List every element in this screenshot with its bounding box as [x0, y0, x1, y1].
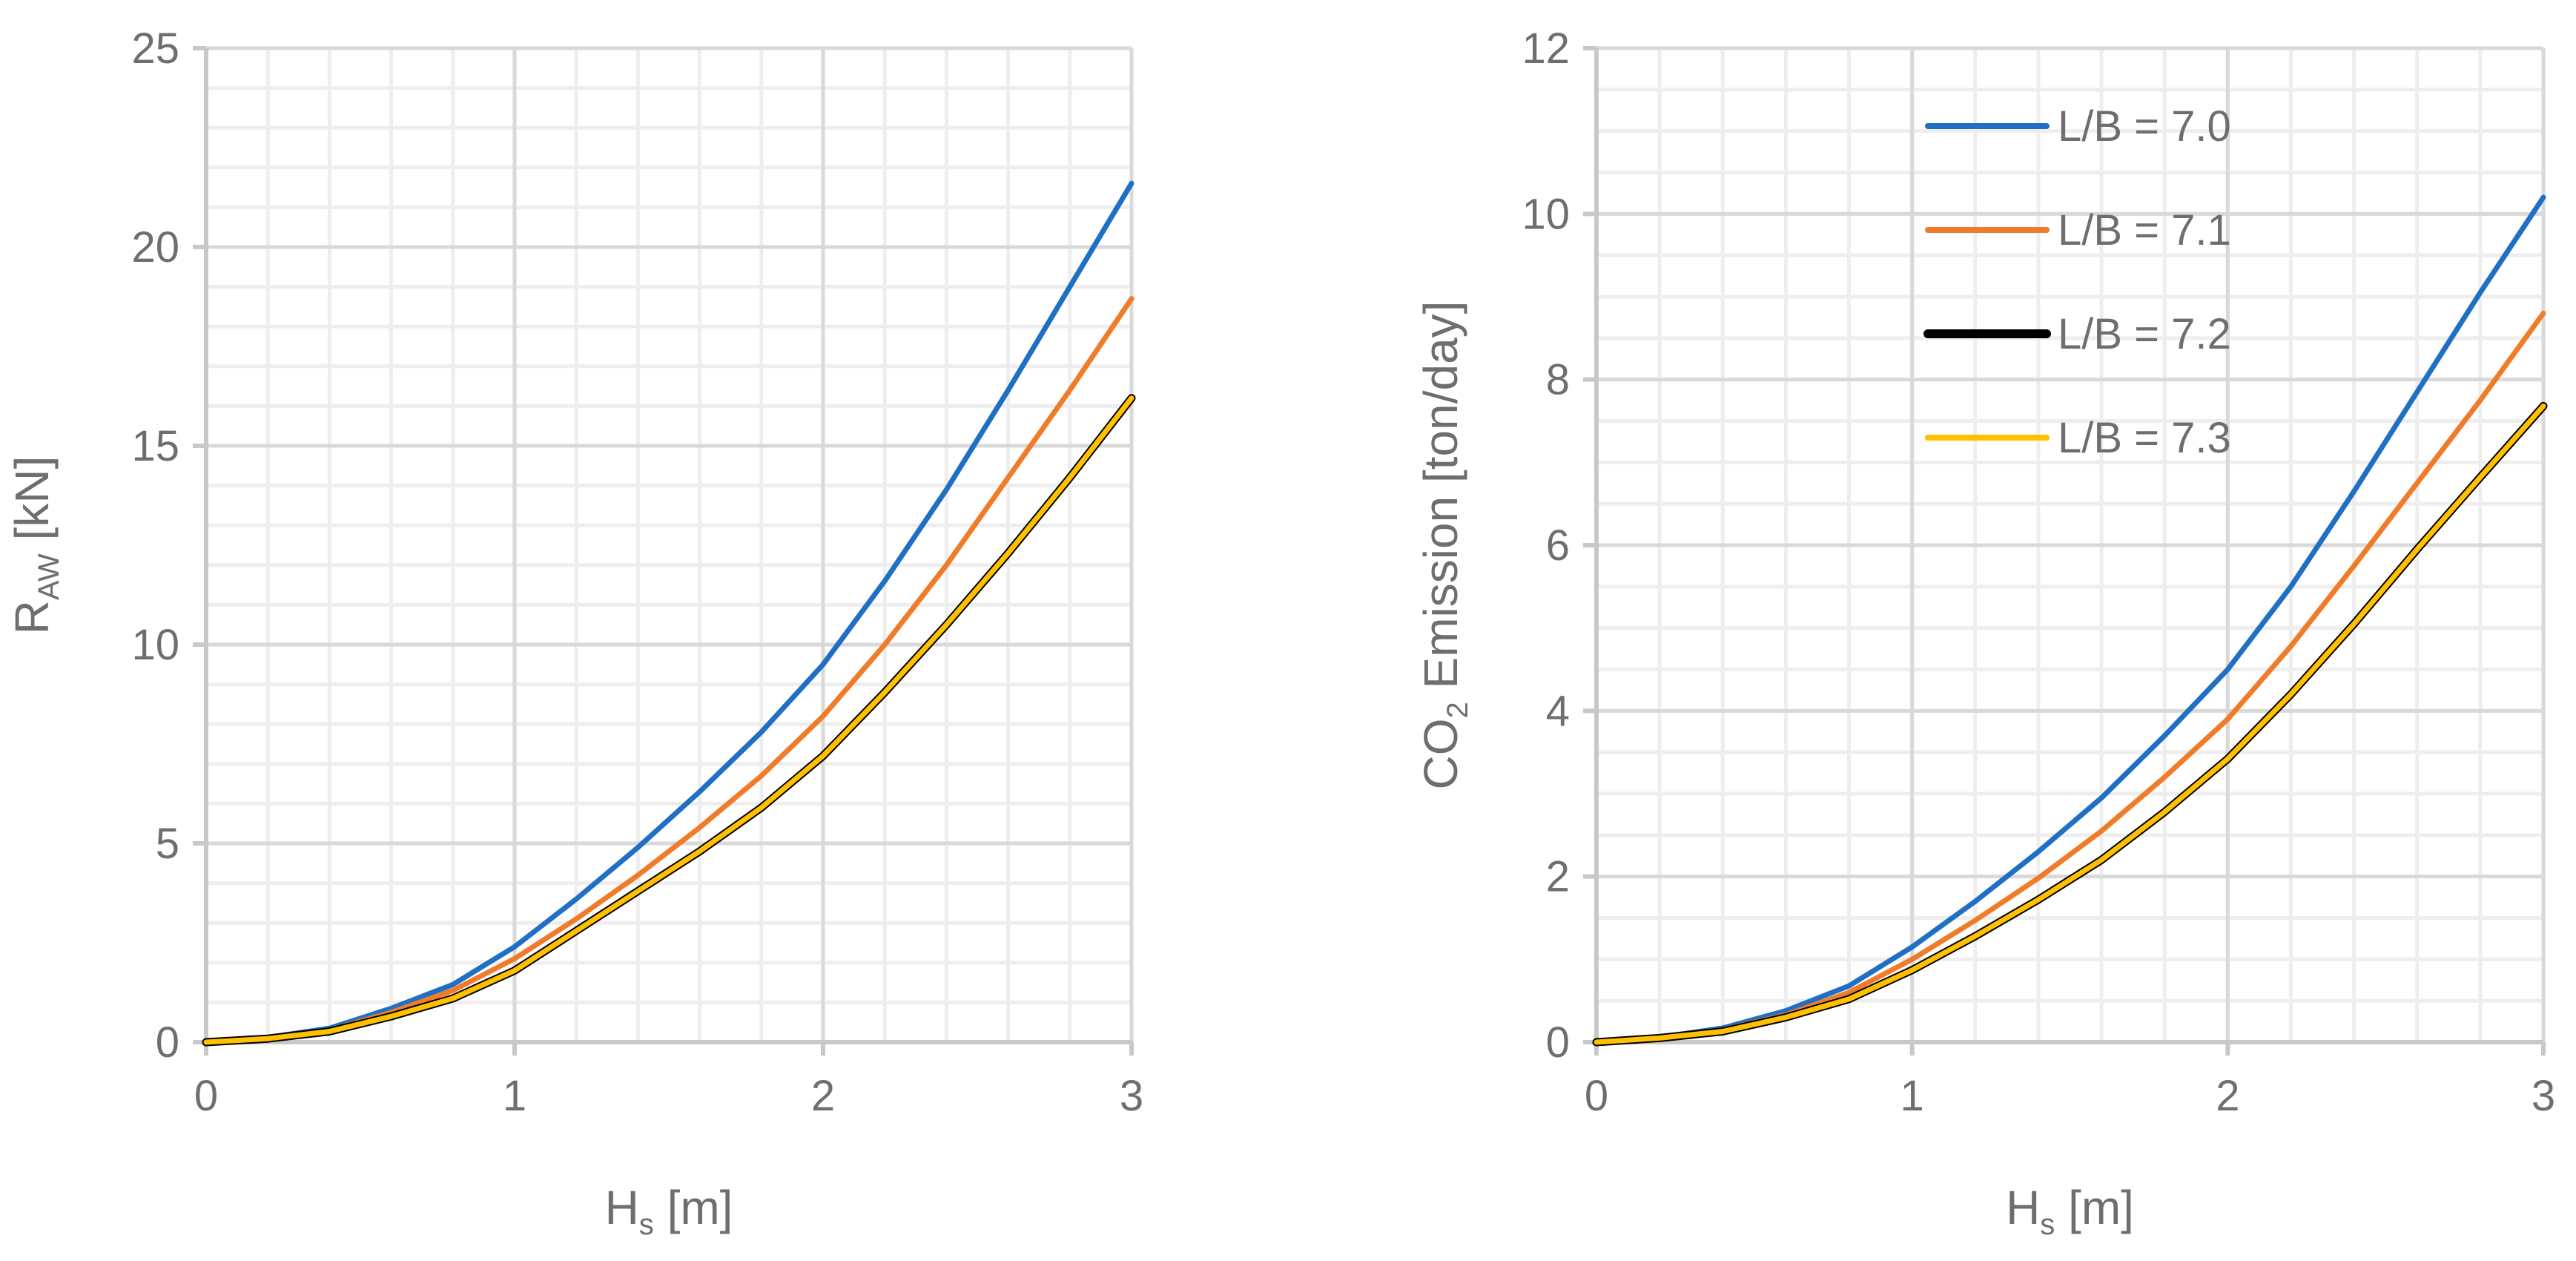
series-line-l-b-7-0 [1594, 194, 2546, 1045]
x-axis-label: Hs [m] [2006, 1181, 2134, 1241]
series-line-l-b-7-3 [203, 395, 1135, 1045]
series-line-l-b-7-3 [1594, 403, 2546, 1045]
y-tick-label: 6 [1546, 521, 1570, 570]
x-tick-label: 3 [2532, 1072, 2555, 1120]
y-axis-label: CO2 Emission [ton/day] [1414, 301, 1474, 790]
grid [204, 46, 1134, 1044]
x-axis-label: Hs [m] [605, 1181, 733, 1241]
x-tick-label: 2 [811, 1072, 835, 1120]
y-tick-label: 8 [1546, 356, 1570, 404]
legend: L/B = 7.0 L/B = 7.1 L/B = 7.2 L/B = 7.3 [1923, 102, 2231, 462]
grid [1594, 46, 2546, 1044]
y-tick-label: 0 [156, 1018, 179, 1067]
x-tick-label: 3 [1120, 1072, 1143, 1120]
x-tick-label: 2 [2216, 1072, 2239, 1120]
legend-label: L/B = 7.3 [2058, 414, 2231, 462]
legend-label: L/B = 7.0 [2058, 102, 2231, 151]
x-tick-label: 1 [503, 1072, 526, 1120]
y-tick-label: 12 [1522, 24, 1570, 73]
y-tick-label: 15 [131, 422, 179, 470]
y-axis-label-subscript: 2 [1441, 702, 1474, 718]
x-tick-label: 1 [1900, 1072, 1924, 1120]
chart-raw-vs-hs: 0 5 10 15 20 25 0 1 2 3 Hs [m] RAW [kN] [5, 24, 1143, 1241]
x-axis-label-subscript: s [2040, 1208, 2055, 1241]
y-axis-label: RAW [kN] [5, 456, 65, 635]
y-axis-label-unit: [kN] [5, 456, 59, 554]
x-axis-label-unit: [m] [2055, 1181, 2134, 1234]
x-axis-label-unit: [m] [654, 1181, 733, 1234]
y-axis-label-subscript: AW [33, 553, 65, 600]
x-axis-label-main: H [605, 1181, 639, 1234]
y-tick-label: 4 [1546, 687, 1570, 735]
x-tick-label: 0 [194, 1072, 218, 1120]
y-axis-label-main: CO [1414, 718, 1467, 789]
x-axis-label-subscript: s [639, 1208, 654, 1241]
y-tick-label: 25 [131, 24, 179, 73]
y-tick-label: 0 [1546, 1018, 1570, 1067]
y-tick-label: 2 [1546, 853, 1570, 901]
series-line-l-b-7-0 [203, 180, 1135, 1045]
legend-label: L/B = 7.2 [2058, 310, 2231, 358]
y-tick-label: 10 [1522, 190, 1570, 238]
y-tick-label: 20 [131, 223, 179, 271]
y-tick-label: 10 [131, 621, 179, 669]
y-axis-label-main: R [5, 600, 59, 634]
legend-label: L/B = 7.1 [2058, 206, 2231, 254]
x-axis-label-main: H [2006, 1181, 2040, 1234]
y-axis-label-unit: Emission [ton/day] [1414, 301, 1467, 702]
y-tick-label: 5 [156, 820, 179, 868]
series-line-l-b-7-2 [202, 394, 1136, 1047]
x-tick-label: 0 [1585, 1072, 1608, 1120]
